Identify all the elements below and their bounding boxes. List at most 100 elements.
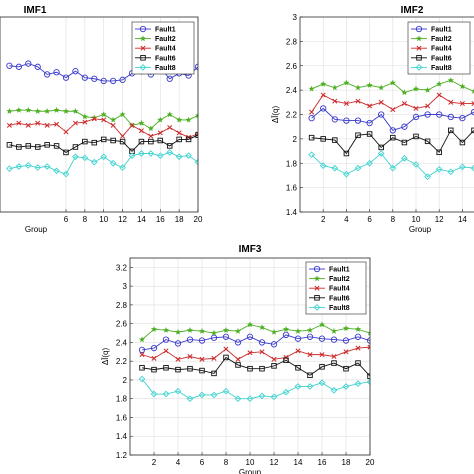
data-point [16,120,22,126]
series-fault2 [138,321,370,343]
x-tick-label: 8 [391,215,396,224]
data-point [401,89,408,96]
data-point [246,395,254,403]
x-tick-label: 16 [156,215,165,224]
data-point [63,129,69,135]
data-point [53,106,60,113]
data-point [167,124,173,131]
data-point [332,98,338,104]
data-point [157,116,164,123]
data-point [138,138,145,145]
data-point [258,339,266,346]
data-point [389,79,396,86]
legend-label: Fault1 [329,267,350,274]
x-axis-label: Group [25,225,48,234]
x-tick-label: 12 [435,215,444,224]
data-point [308,134,315,141]
series-line [141,356,370,377]
data-point [295,365,301,371]
data-point [186,326,194,333]
y-tick-label: 1.8 [286,159,298,168]
series-fault1 [6,60,198,85]
legend-entry: Fault6 [135,55,176,62]
data-point [185,152,192,160]
legend-label: Fault2 [329,276,350,283]
legend-marker [314,285,320,291]
data-point [100,77,107,85]
y-tick-label: 2.2 [286,111,298,120]
data-point [110,116,117,123]
data-point [210,334,218,341]
data-point [34,107,41,114]
data-point [247,365,253,372]
legend-marker [139,64,147,71]
data-point [223,346,229,352]
data-point [186,336,194,343]
legend-label: Fault1 [155,27,176,34]
data-point [343,79,350,86]
data-point [101,117,107,123]
series-fault2 [308,77,474,96]
data-point [308,115,315,122]
data-point [147,150,155,157]
legend-entry: Fault2 [135,35,176,43]
data-point [354,164,362,172]
data-point [91,75,98,82]
data-point [138,346,146,354]
x-tick-label: 4 [344,215,349,224]
x-tick-label: 2 [152,458,157,467]
data-point [331,164,339,172]
data-point [320,92,326,98]
data-point [119,76,126,83]
x-axis-label: Group [239,468,262,474]
data-point [120,133,126,139]
data-point [129,148,135,155]
data-point [401,155,408,162]
data-point [320,136,326,142]
data-point [138,375,146,383]
y-tick-label: 2.6 [286,62,298,71]
series-fault4 [309,92,474,115]
data-point [318,379,326,387]
legend-label: Fault2 [155,36,176,43]
data-point [54,121,60,127]
legend-entry: Fault1 [135,25,176,34]
series-fault2 [6,106,198,132]
data-point [72,144,79,150]
x-tick-label: 14 [137,215,146,224]
data-point [424,111,431,118]
data-point [318,335,326,342]
y-tick-label: 1.4 [116,432,128,441]
data-point [320,105,327,112]
data-point [43,163,51,170]
data-point [16,144,22,150]
y-tick-label: 1.6 [286,184,298,193]
data-point [342,325,350,331]
series-line [311,107,474,131]
data-point [270,341,278,348]
x-tick-label: 16 [318,458,327,467]
data-point [151,355,157,361]
y-tick-label: 2.8 [286,37,298,46]
data-point [320,80,327,87]
data-point [163,348,169,354]
legend: Fault1 Fault2 Fault4 Fault6 Fault8 [407,21,471,75]
legend-marker [139,25,147,33]
data-point [366,378,370,386]
data-point [194,158,198,166]
data-point [211,370,217,377]
data-point [354,333,362,340]
data-point [139,365,145,371]
data-point [119,111,126,118]
legend-label: Fault8 [431,65,452,72]
data-point [222,333,230,340]
legend-marker [314,295,320,301]
data-point [343,365,349,372]
data-point [306,326,314,333]
series-fault4 [139,344,370,362]
data-point [150,390,158,398]
data-point [378,84,385,91]
data-point [62,170,70,178]
data-point [166,143,173,149]
data-point [234,327,242,334]
